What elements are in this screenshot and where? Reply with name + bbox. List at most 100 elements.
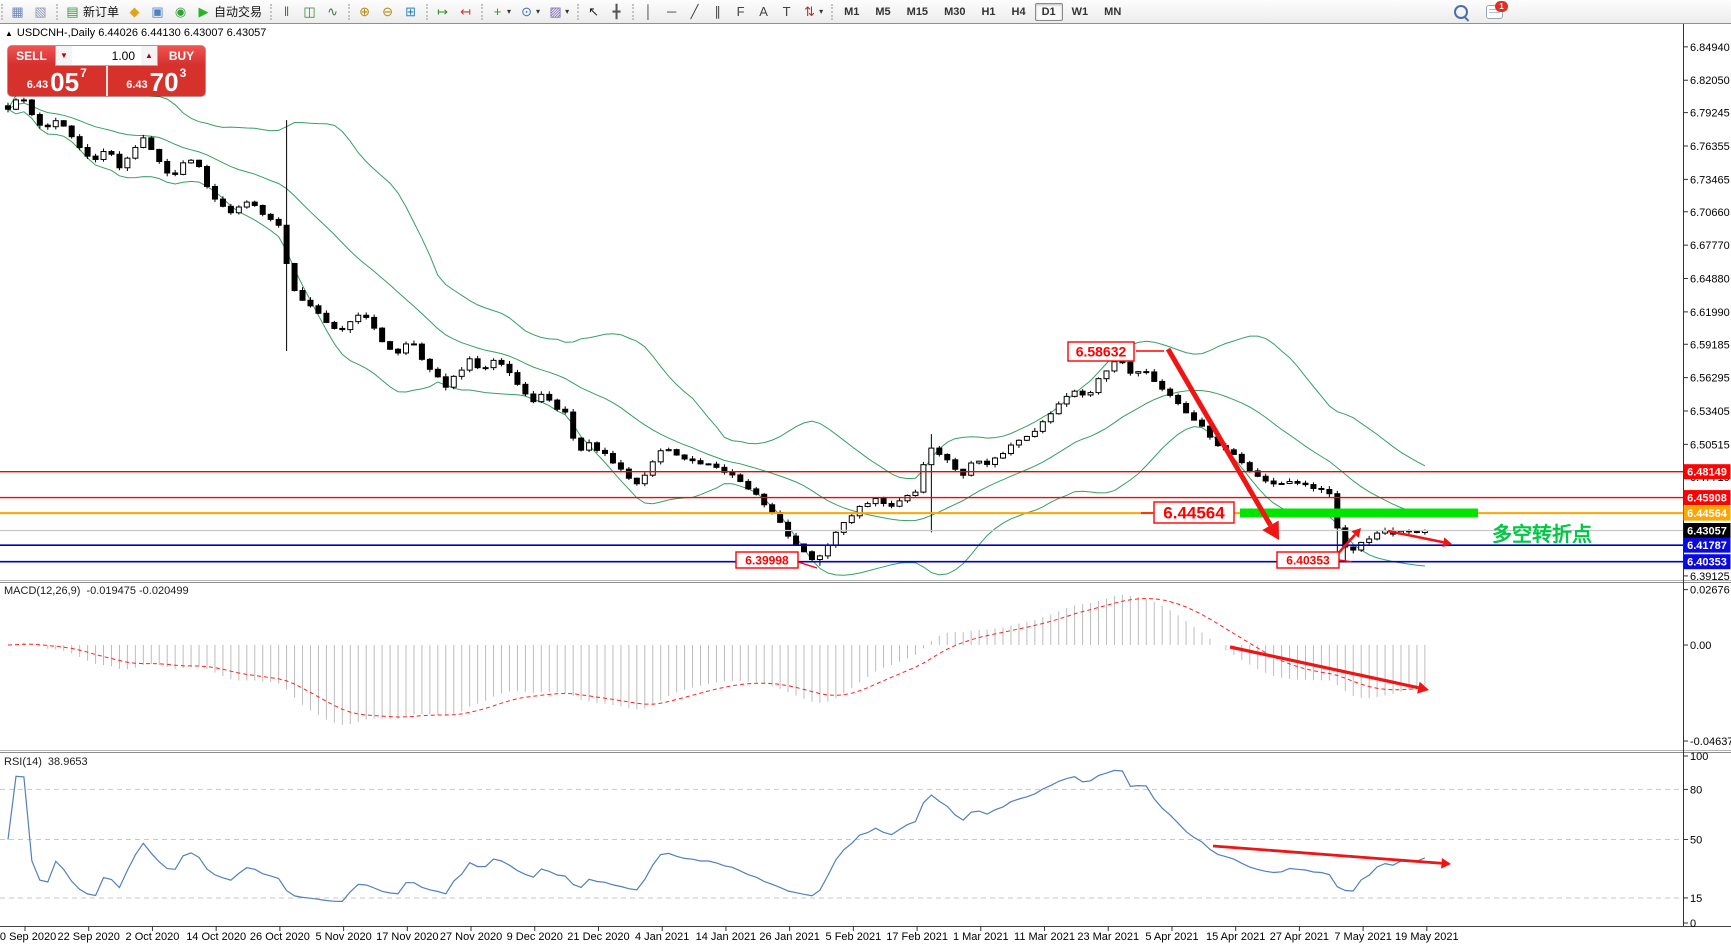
- timeframe-w1-button[interactable]: W1: [1071, 5, 1089, 18]
- arrows-button[interactable]: ⇅ ▾: [798, 1, 827, 22]
- macd-name: MACD(12,26,9): [4, 585, 81, 597]
- dropdown-arrow-icon[interactable]: ▾: [536, 7, 541, 16]
- volume-decrease-button[interactable]: ▼: [56, 46, 72, 65]
- date-label: 4 Jan 2021: [635, 931, 689, 943]
- rsi-name: RSI(14): [4, 756, 42, 768]
- zoom-in-button[interactable]: ⊕: [353, 1, 376, 22]
- date-label: 5 Feb 2021: [826, 931, 882, 943]
- notifications-button[interactable]: 1: [1482, 0, 1508, 22]
- tile-windows-button[interactable]: ⊞: [399, 1, 422, 22]
- timeframe-h4-button[interactable]: H4: [1011, 5, 1026, 18]
- price-tag-6.40353: [1683, 554, 1731, 570]
- candles: [5, 97, 1428, 566]
- timeframe-mn-button[interactable]: MN: [1104, 5, 1122, 18]
- autotrading-button-label: 自动交易: [214, 5, 263, 19]
- buy-price-prefix: 6.43: [126, 79, 148, 91]
- low-price-label-1[interactable]: [735, 551, 799, 569]
- new-order-icon: ▤: [66, 4, 79, 19]
- svg-text:-0.046374: -0.046374: [1690, 736, 1731, 748]
- line-chart-icon: ∿: [327, 4, 338, 19]
- new-order-button[interactable]: ▤ 新订单: [61, 1, 123, 22]
- collapse-icon[interactable]: ▲: [5, 28, 13, 38]
- profiles-button[interactable]: ▧: [29, 1, 52, 22]
- date-label: 22 Sep 2020: [58, 931, 120, 943]
- buy-price-big: 70: [149, 67, 179, 96]
- signals-button[interactable]: ◉: [169, 1, 192, 22]
- auto-scroll-button[interactable]: ↦: [431, 1, 454, 22]
- timeframe-h1-button[interactable]: H1: [981, 5, 996, 18]
- market-watch-button[interactable]: ▣: [146, 1, 169, 22]
- breakout-price-label[interactable]: [1153, 501, 1235, 524]
- price-tick: 6.59185: [1690, 339, 1730, 351]
- price-tick: 6.61990: [1690, 307, 1730, 319]
- date-label: 5 Apr 2021: [1145, 931, 1198, 943]
- indicators-button[interactable]: + ▾: [486, 1, 515, 22]
- dropdown-arrow-icon[interactable]: ▾: [507, 7, 512, 16]
- high-price-label[interactable]: [1067, 341, 1135, 362]
- horizontal-line-button[interactable]: ─: [660, 1, 683, 22]
- text-button[interactable]: A: [752, 1, 775, 22]
- zoom-out-button[interactable]: ⊖: [376, 1, 399, 22]
- drawing-group: │ ─ ╱ ∥ F A T ⇅ ▾: [631, 0, 830, 23]
- downtrend-arrow[interactable]: [1165, 347, 1273, 527]
- date-label: 10 Sep 2020: [0, 931, 56, 943]
- sideways-arrow[interactable]: [1387, 529, 1444, 544]
- sell-button[interactable]: SELL: [8, 46, 55, 66]
- svg-text:0.00: 0.00: [1690, 640, 1711, 652]
- new-chart-button[interactable]: ▦: [6, 1, 29, 22]
- zoom-out-icon: ⊖: [382, 4, 393, 19]
- sell-price-big: 05: [50, 67, 80, 96]
- cursor-button[interactable]: ↖: [582, 1, 605, 22]
- autotrading-button[interactable]: ▶ 自动交易: [192, 1, 266, 22]
- vertical-line-icon: │: [644, 4, 653, 19]
- sell-price-display[interactable]: 6.43 05 7: [8, 66, 106, 96]
- cursor-icon: ↖: [588, 4, 600, 19]
- rsi-trend-arrow[interactable]: [1212, 844, 1442, 865]
- timeframe-m5-button[interactable]: M5: [875, 5, 891, 18]
- macd-trend-arrow[interactable]: [1229, 645, 1419, 690]
- timeframe-d1-button[interactable]: D1: [1034, 2, 1063, 21]
- turning-point-annotation[interactable]: 多空转折点: [1492, 522, 1592, 546]
- text-label-icon: T: [782, 4, 791, 19]
- periods-button[interactable]: ⊙ ▾: [515, 1, 544, 22]
- text-label-button[interactable]: T: [775, 1, 798, 22]
- chat-icon: 1: [1486, 0, 1508, 19]
- bar-chart-button[interactable]: ‖: [275, 1, 298, 22]
- insert-group: + ▾ ⊙ ▾ ▨ ▾: [480, 0, 576, 23]
- date-label: 21 Dec 2020: [567, 931, 629, 943]
- crosshair-button[interactable]: ╋: [605, 1, 628, 22]
- svg-text:6.58632: 6.58632: [1076, 344, 1127, 360]
- svg-text:100: 100: [1690, 751, 1708, 763]
- search-button[interactable]: [1450, 1, 1472, 22]
- signals-icon: ◉: [174, 4, 187, 19]
- date-label: 26 Oct 2020: [250, 931, 310, 943]
- date-axis: 10 Sep 2020 22 Sep 2020 2 Oct 2020 14 Oct 2…: [0, 926, 1459, 943]
- price-divider: [105, 66, 108, 96]
- trendline-button[interactable]: ╱: [683, 1, 706, 22]
- dropdown-arrow-icon[interactable]: ▾: [565, 7, 570, 16]
- svg-text:15: 15: [1690, 893, 1702, 905]
- svg-text:6.40353: 6.40353: [1687, 557, 1727, 569]
- channel-button[interactable]: ∥: [706, 1, 729, 22]
- fibonacci-icon: F: [736, 4, 745, 19]
- fibonacci-button[interactable]: F: [729, 1, 752, 22]
- volume-increase-button[interactable]: ▲: [141, 46, 157, 65]
- line-chart-button[interactable]: ∿: [321, 1, 344, 22]
- chart-shift-button[interactable]: ↤: [454, 1, 477, 22]
- rsi-value: 38.9653: [47, 756, 88, 768]
- sell-price-pip: 7: [80, 66, 87, 80]
- low-price-label-2[interactable]: [1276, 551, 1340, 569]
- date-label: 5 Nov 2020: [315, 931, 371, 943]
- expert-advisors-button[interactable]: ◆: [123, 1, 146, 22]
- buy-price-display[interactable]: 6.43 70 3: [108, 66, 206, 96]
- volume-input[interactable]: [72, 46, 141, 65]
- buy-button[interactable]: BUY: [158, 46, 205, 66]
- timeframe-m1-button[interactable]: M1: [844, 5, 860, 18]
- timeframe-m15-button[interactable]: M15: [906, 5, 929, 18]
- candlestick-button[interactable]: ◫: [298, 1, 321, 22]
- dropdown-arrow-icon[interactable]: ▾: [819, 7, 824, 16]
- timeframe-m30-button[interactable]: M30: [944, 5, 966, 18]
- templates-button[interactable]: ▨ ▾: [544, 1, 573, 22]
- date-label: 9 Dec 2020: [507, 931, 563, 943]
- vertical-line-button[interactable]: │: [637, 1, 660, 22]
